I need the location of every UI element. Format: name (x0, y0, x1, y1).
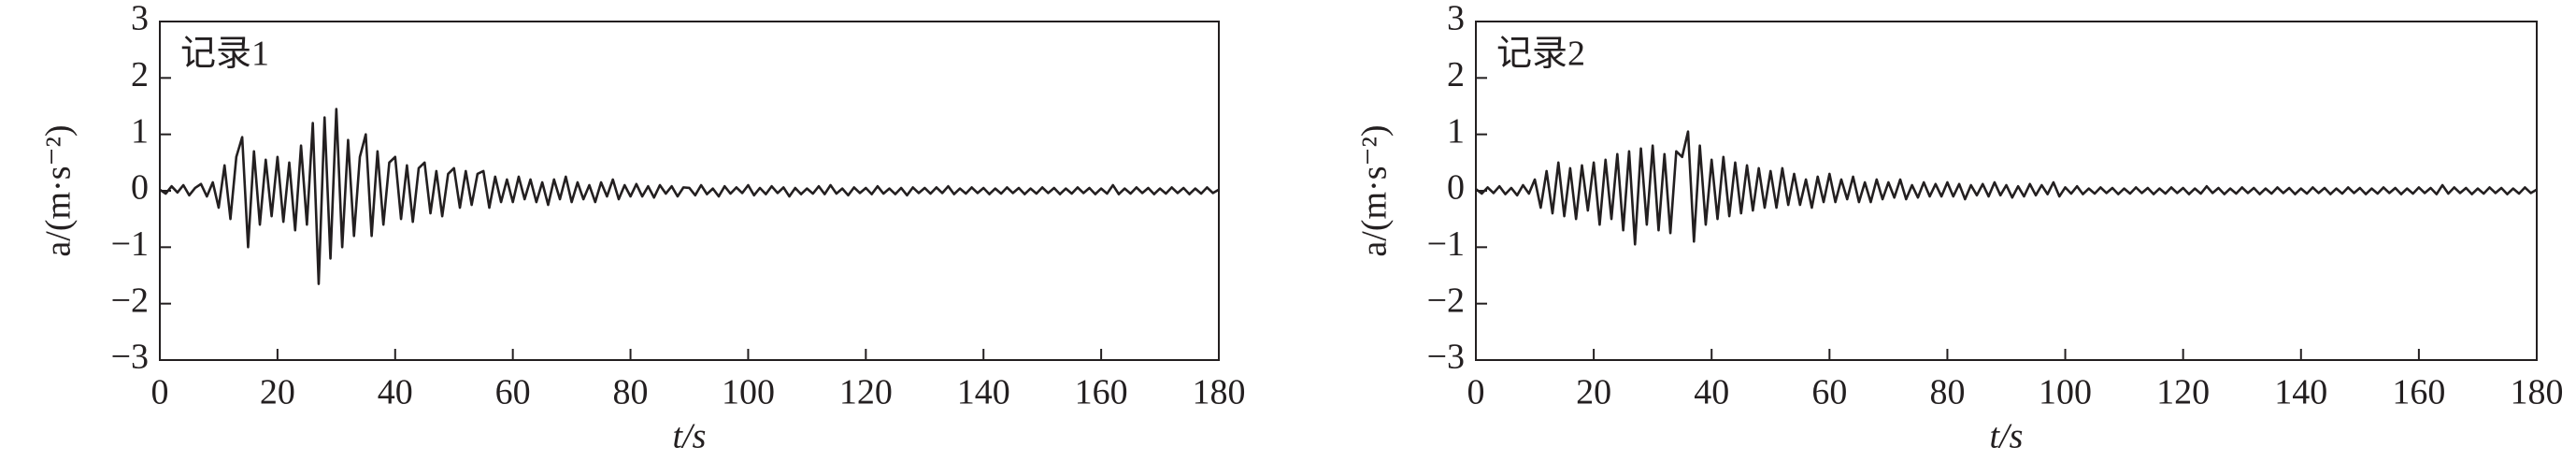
x-tick-label: 20 (260, 373, 295, 412)
x-tick-label: 180 (1193, 373, 1246, 412)
y-tick-label: 3 (1447, 0, 1465, 38)
y-tick-label: 0 (131, 168, 149, 208)
y-tick-label: 1 (131, 111, 149, 151)
x-tick-label: 180 (2511, 373, 2564, 412)
y-axis-label: a/(m·s⁻²) (39, 124, 79, 256)
x-tick-label: 100 (2039, 373, 2092, 412)
record-label: 记录1 (180, 35, 269, 74)
y-tick-label: −2 (111, 281, 149, 320)
x-tick-label: 60 (1811, 373, 1847, 412)
x-axis-label: t/s (673, 417, 707, 456)
x-tick-label: 40 (378, 373, 413, 412)
x-tick-label: 40 (1694, 373, 1729, 412)
signal-line (159, 108, 1220, 285)
x-tick-label: 80 (613, 373, 649, 412)
x-tick-label: 160 (1075, 373, 1128, 412)
plot-frame (159, 21, 1220, 361)
signal-line (1475, 130, 2538, 246)
x-tick-label: 20 (1576, 373, 1611, 412)
x-tick-label: 120 (839, 373, 893, 412)
y-tick-label: 2 (131, 55, 149, 94)
plot-frame (1475, 21, 2538, 361)
y-tick-label: −2 (1427, 281, 1465, 320)
y-tick-label: 1 (1447, 111, 1465, 151)
x-tick-label: 140 (2274, 373, 2327, 412)
y-tick-label: 2 (1447, 55, 1465, 94)
record-label: 记录2 (1496, 35, 1585, 74)
x-tick-label: 160 (2392, 373, 2445, 412)
y-tick-label: 0 (1447, 168, 1465, 208)
x-tick-label: 140 (957, 373, 1010, 412)
x-tick-label: 0 (151, 373, 169, 412)
y-tick-label: −1 (111, 224, 149, 264)
y-tick-label: −1 (1427, 224, 1465, 264)
x-axis-label: t/s (1990, 417, 2024, 456)
x-tick-label: 80 (1929, 373, 1965, 412)
x-tick-label: 100 (722, 373, 775, 412)
y-tick-label: −3 (111, 338, 149, 377)
y-tick-label: −3 (1427, 338, 1465, 377)
x-tick-label: 0 (1467, 373, 1485, 412)
y-tick-label: 3 (131, 0, 149, 38)
x-tick-label: 120 (2156, 373, 2210, 412)
x-tick-label: 60 (495, 373, 531, 412)
y-axis-label: a/(m·s⁻²) (1355, 124, 1395, 256)
